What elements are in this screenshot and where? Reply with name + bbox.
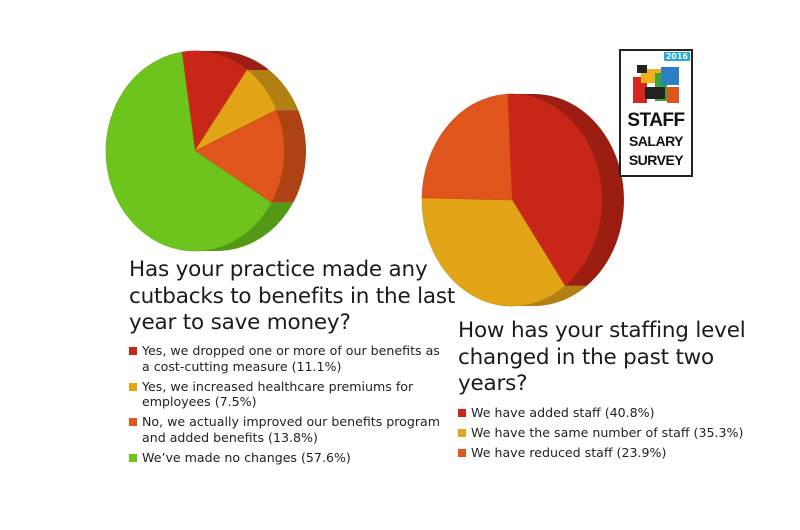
legend-item: We have added staff (40.8%) (458, 405, 758, 421)
pie-0-side-2 (271, 110, 306, 203)
legend-label: Yes, we dropped one or more of our benef… (142, 343, 440, 374)
legend-swatch (129, 418, 137, 426)
legend-item: Yes, we increased healthcare premiums fo… (129, 379, 449, 410)
legend-label: We have the same number of staff (35.3%) (471, 425, 744, 440)
staff-salary-survey-badge: 2016 STAFF SALARY SURVEY (619, 49, 693, 177)
legend-swatch (129, 382, 137, 391)
staffing-chart-title: How has your staffing level changed in t… (458, 318, 746, 396)
legend-swatch (458, 409, 466, 417)
legend-item: No, we actually improved our benefits pr… (129, 414, 449, 445)
legend-item: Yes, we dropped one or more of our benef… (129, 343, 449, 374)
badge-word-salary: SALARY (628, 133, 684, 149)
legend-item: We have the same number of staff (35.3%) (458, 425, 758, 441)
pie-1-slice-0 (507, 93, 603, 287)
pie-0-side-3 (197, 202, 294, 251)
staffing-pie-chart (421, 93, 624, 307)
pie-0-slice-2 (194, 109, 285, 204)
legend-item: We’ve made no changes (57.6%) (129, 450, 449, 466)
badge-year: 2016 (663, 52, 690, 61)
badge-word-survey: SURVEY (628, 152, 684, 168)
legend-label: No, we actually improved our benefits pr… (142, 414, 441, 445)
legend-swatch (458, 449, 466, 457)
pie-1-slice-1 (421, 197, 566, 307)
legend-label: We have reduced staff (23.9%) (471, 445, 667, 460)
pie-0-side-1 (247, 69, 299, 111)
survey-logo-icon (633, 65, 679, 103)
legend-swatch (129, 453, 137, 462)
pie-0-side-0 (193, 51, 270, 70)
pie-1-side-1 (513, 285, 587, 306)
staffing-legend: We have added staff (40.8%) We have the s… (458, 405, 758, 465)
legend-label: We’ve made no changes (57.6%) (142, 449, 351, 465)
pie-1-slice-2 (421, 93, 513, 201)
legend-swatch (129, 347, 137, 355)
legend-label: Yes, we increased healthcare premiums fo… (142, 378, 414, 410)
pie-0-slice-0 (181, 50, 248, 152)
badge-word-staff: STAFF (627, 110, 685, 131)
benefits-legend: Yes, we dropped one or more of our benef… (129, 343, 449, 470)
pie-0-slice-3 (105, 51, 272, 252)
benefits-pie-chart (105, 50, 306, 252)
legend-swatch (458, 429, 466, 437)
pie-0-side (193, 51, 306, 251)
benefits-chart-title: Has your practice made any cutbacks to b… (129, 257, 456, 335)
legend-item: We have reduced staff (23.9%) (458, 445, 758, 461)
legend-label: We have added staff (40.8%) (471, 405, 655, 420)
